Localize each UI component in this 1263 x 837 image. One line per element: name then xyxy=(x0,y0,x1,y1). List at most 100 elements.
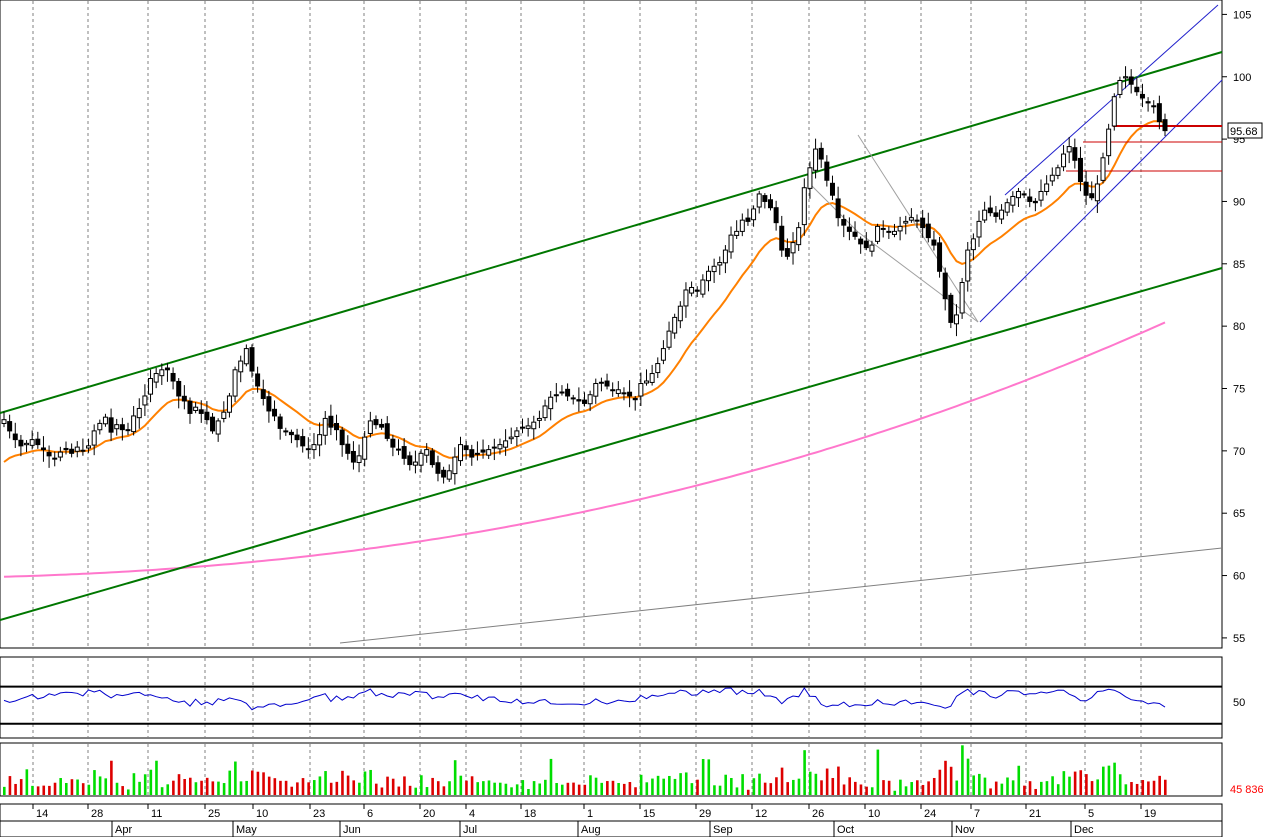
volume-bar xyxy=(916,780,919,795)
volume-bar xyxy=(493,782,496,795)
volume-bar xyxy=(470,776,474,795)
volume-bar xyxy=(797,778,801,795)
volume-bar xyxy=(425,787,429,795)
x-tick-label: 5 xyxy=(1088,808,1094,820)
volume-bar xyxy=(668,775,671,795)
candle-body xyxy=(1128,76,1134,85)
volume-bar xyxy=(775,777,778,795)
volume-tag-box xyxy=(1226,781,1262,796)
volume-bar xyxy=(842,784,846,795)
month-label: Apr xyxy=(115,824,132,836)
candle-body xyxy=(790,242,796,254)
candle-body xyxy=(452,456,458,475)
candle-body xyxy=(1061,153,1067,168)
volume-bar xyxy=(910,782,913,795)
candle-body xyxy=(700,279,706,295)
oscillator-panel-frame xyxy=(0,656,1223,739)
candle-body xyxy=(1027,196,1033,202)
volume-bar xyxy=(70,779,74,795)
candle-body xyxy=(745,217,751,222)
volume-bar xyxy=(718,785,722,795)
month-label: May xyxy=(236,824,257,836)
volume-bar xyxy=(217,781,220,795)
candle-body xyxy=(767,199,773,209)
volume-bar xyxy=(510,787,513,795)
candle-body xyxy=(779,225,785,251)
volume-bar xyxy=(645,782,649,795)
volume-bar xyxy=(1079,770,1083,795)
volume-bar xyxy=(932,777,936,795)
candle-body xyxy=(91,430,97,446)
candle-body xyxy=(615,389,621,394)
month-label: Jun xyxy=(343,824,361,836)
candle-body xyxy=(221,411,227,419)
candle-body xyxy=(891,230,897,235)
volume-bar xyxy=(786,782,789,795)
candle-body xyxy=(565,388,571,397)
candle-body xyxy=(813,148,819,171)
volume-bar xyxy=(448,781,451,795)
candle-body xyxy=(153,373,159,383)
candle-body xyxy=(976,220,982,238)
volume-bar xyxy=(994,781,998,795)
volume-bar xyxy=(820,780,823,795)
volume-bar xyxy=(1085,774,1088,795)
volume-bar xyxy=(831,777,835,795)
candle-body xyxy=(520,426,526,429)
volume-bar xyxy=(211,781,215,795)
volume-bar xyxy=(403,776,406,795)
candle-body xyxy=(102,416,108,425)
volume-bar xyxy=(358,782,361,795)
x-tick-label: 20 xyxy=(423,808,435,820)
volume-bar xyxy=(465,780,468,795)
volume-bar xyxy=(544,779,547,795)
candle-body xyxy=(863,240,869,249)
volume-bar xyxy=(538,783,542,795)
candle-body xyxy=(542,405,548,419)
volume-bar xyxy=(1090,781,1094,795)
volume-bar xyxy=(780,767,784,795)
short-channel-upper-line xyxy=(1004,4,1219,196)
last-volume-label: 45 836 xyxy=(1230,784,1263,796)
volume-bar xyxy=(205,777,209,795)
candle-body xyxy=(176,380,182,397)
candle-body xyxy=(908,217,914,221)
volume-bar xyxy=(59,778,62,795)
volume-bar xyxy=(1068,776,1071,795)
candle-body xyxy=(469,449,475,458)
y-tick-label: 90 xyxy=(1233,196,1245,208)
candle-body xyxy=(1021,193,1027,196)
candle-body xyxy=(424,449,430,456)
y-tick-label: 75 xyxy=(1233,384,1245,396)
candle-body xyxy=(920,217,926,229)
candle-body xyxy=(474,452,480,455)
volume-bar xyxy=(769,783,773,795)
volume-bar xyxy=(279,780,282,795)
candle-body xyxy=(407,455,413,466)
volume-bar xyxy=(938,769,942,795)
x-tick-label: 7 xyxy=(974,808,980,820)
candle-body xyxy=(762,195,768,202)
candle-body xyxy=(756,193,762,208)
volume-bar xyxy=(521,780,525,795)
candle-body xyxy=(356,455,362,463)
candle-body xyxy=(705,270,711,282)
volume-bar xyxy=(442,786,446,795)
volume-bar xyxy=(498,782,502,795)
volume-bar xyxy=(188,777,192,795)
volume-bar xyxy=(870,787,874,795)
candle-body xyxy=(869,244,875,252)
volume-bar xyxy=(76,779,79,795)
y-tick-label: 55 xyxy=(1233,633,1245,645)
volume-bar xyxy=(555,783,558,795)
candle-body xyxy=(334,422,340,431)
candle-body xyxy=(322,417,328,436)
month-label: Aug xyxy=(581,824,601,836)
volume-bar xyxy=(53,782,57,795)
candle-body xyxy=(52,457,58,460)
volume-bar xyxy=(1028,781,1032,795)
candle-body xyxy=(384,423,390,439)
candle-body xyxy=(739,219,745,232)
candle-body xyxy=(1,419,7,424)
candle-body xyxy=(649,373,655,383)
